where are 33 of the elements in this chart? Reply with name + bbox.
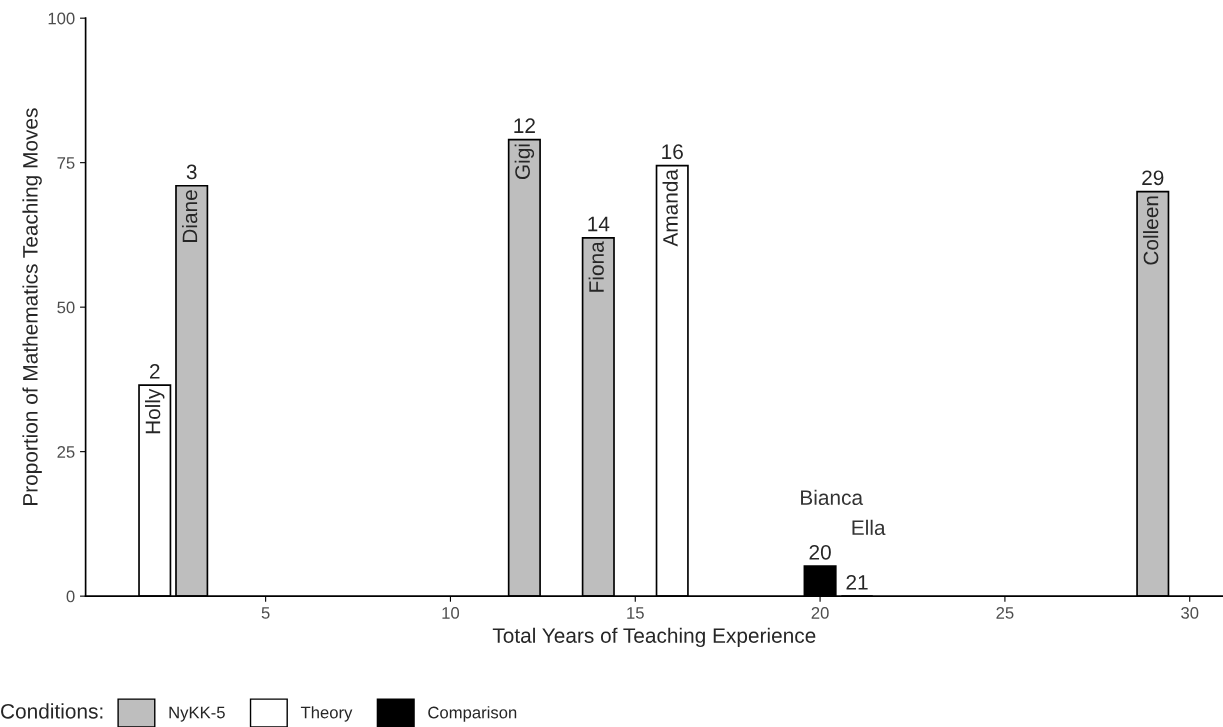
annotation: Ella bbox=[852, 519, 886, 536]
annotation: 16 bbox=[662, 144, 683, 160]
y-tick-label: 50 bbox=[57, 301, 75, 314]
y-tick-label: 25 bbox=[57, 446, 75, 458]
y-tick-label: 100 bbox=[48, 12, 75, 25]
y-tick-label: 75 bbox=[57, 157, 75, 169]
x-tick-label: 20 bbox=[811, 607, 829, 619]
annotation: 29 bbox=[1142, 170, 1164, 186]
legend-label: NyKK-5 bbox=[169, 706, 225, 722]
annotation: Holly bbox=[145, 388, 165, 434]
annotation: 21 bbox=[846, 574, 868, 590]
annotation: Bianca bbox=[801, 489, 864, 506]
annotation: Diane bbox=[181, 190, 198, 242]
x-tick-label: 30 bbox=[1181, 607, 1199, 619]
x-tick-label: 25 bbox=[996, 607, 1014, 619]
annotation: 14 bbox=[588, 216, 610, 232]
annotation: Amanda bbox=[662, 169, 678, 247]
annotation: Fiona bbox=[588, 241, 604, 292]
y-tick-label: 0 bbox=[66, 590, 75, 603]
x-axis-title: Total Years of Teaching Experience bbox=[492, 627, 816, 648]
legend-label: Theory bbox=[300, 706, 353, 722]
annotation: 12 bbox=[514, 118, 535, 133]
x-tick-label: 15 bbox=[627, 607, 644, 619]
x-tick-label: 10 bbox=[442, 607, 460, 619]
y-axis-title: Proportion of Mathematics Teaching Moves bbox=[22, 108, 42, 505]
x-tick-label: 5 bbox=[261, 607, 270, 619]
annotation: 3 bbox=[186, 164, 197, 180]
legend-title: Conditions: bbox=[1, 703, 103, 719]
annotation: 20 bbox=[809, 544, 831, 560]
legend-label: Comparison bbox=[428, 706, 517, 722]
annotation: 2 bbox=[149, 364, 160, 379]
annotation: Colleen bbox=[1143, 196, 1159, 265]
annotation: Gigi bbox=[514, 144, 535, 180]
